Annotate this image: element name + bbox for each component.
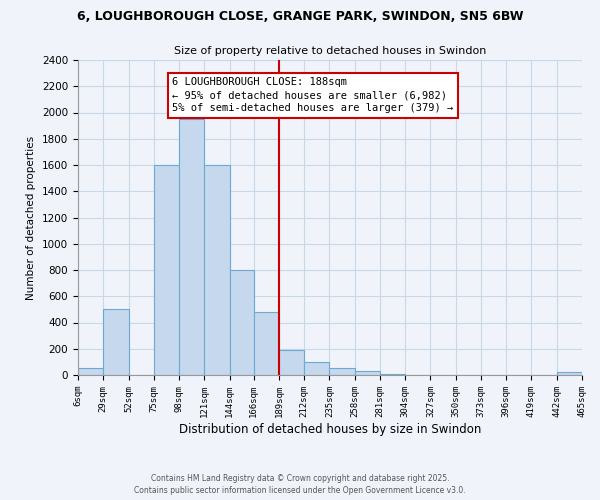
Bar (557, 372, 582, 375)
Bar (103, 310, 128, 375)
Title: Size of property relative to detached houses in Swindon: Size of property relative to detached ho… (174, 46, 486, 56)
Bar (204, 165, 230, 375)
Bar (154, 165, 179, 375)
Bar (279, 350, 304, 375)
Text: 6, LOUGHBOROUGH CLOSE, GRANGE PARK, SWINDON, SN5 6BW: 6, LOUGHBOROUGH CLOSE, GRANGE PARK, SWIN… (77, 10, 523, 23)
Text: Contains HM Land Registry data © Crown copyright and database right 2025.
Contai: Contains HM Land Registry data © Crown c… (134, 474, 466, 495)
Y-axis label: Number of detached properties: Number of detached properties (26, 136, 37, 300)
Bar (329, 368, 355, 375)
Bar (254, 312, 279, 375)
Bar (355, 371, 380, 375)
Bar (230, 270, 254, 375)
X-axis label: Distribution of detached houses by size in Swindon: Distribution of detached houses by size … (179, 422, 481, 436)
Bar (78, 368, 103, 375)
Bar (380, 374, 405, 375)
Text: 6 LOUGHBOROUGH CLOSE: 188sqm
← 95% of detached houses are smaller (6,982)
5% of : 6 LOUGHBOROUGH CLOSE: 188sqm ← 95% of de… (172, 77, 454, 114)
Bar (179, 119, 204, 375)
Bar (304, 362, 329, 375)
